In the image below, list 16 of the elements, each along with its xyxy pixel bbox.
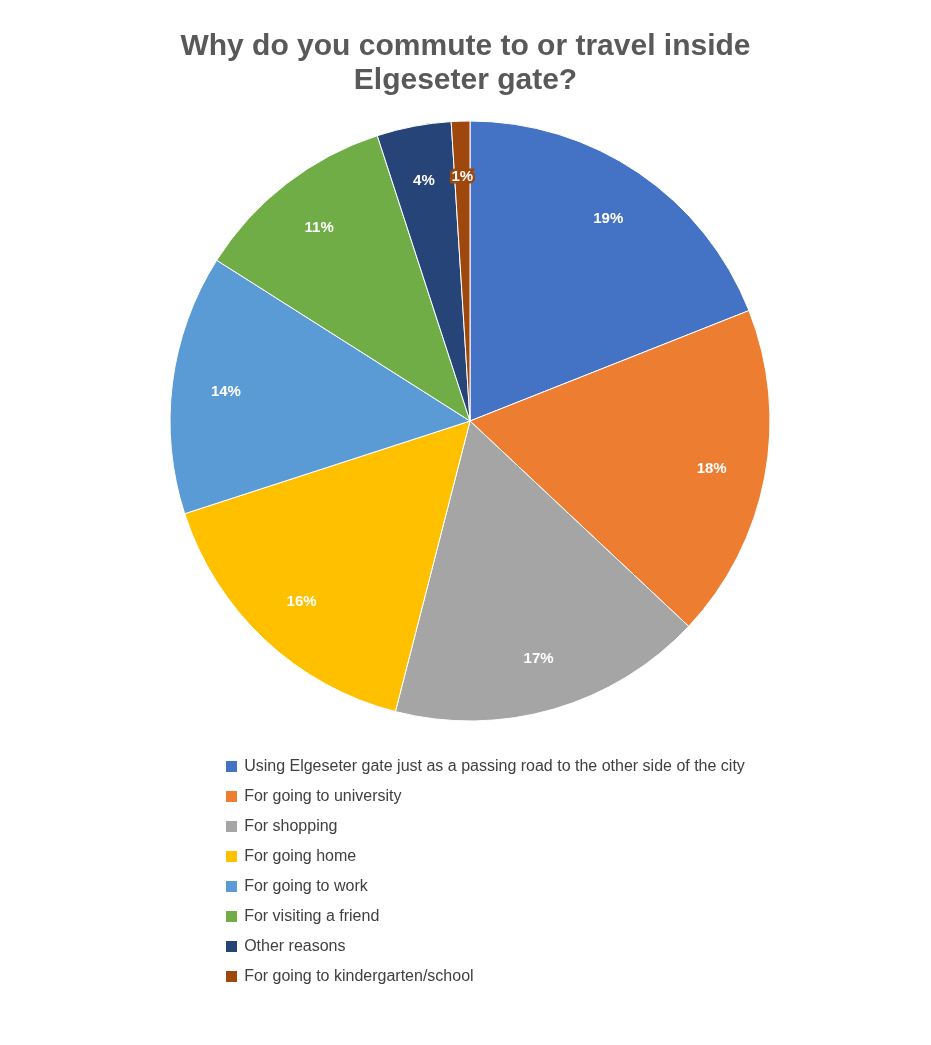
legend-label: For shopping: [244, 817, 338, 835]
data-label: 16%: [286, 591, 317, 609]
data-label: 18%: [696, 458, 727, 476]
data-label: 11%: [304, 218, 334, 236]
data-label: 17%: [523, 648, 554, 666]
legend-label: For visiting a friend: [244, 907, 380, 925]
chart-title: Why do you commute to or travel inside Elgeseter gate?: [179, 27, 752, 97]
legend-label: For going to university: [244, 787, 402, 805]
legend-label: Using Elgeseter gate just as a passing road to the other side of the city: [244, 757, 745, 775]
legend-label: For going to kindergarten/school: [244, 967, 474, 985]
legend-label: For going home: [244, 847, 357, 865]
legend-label: For going to work: [244, 877, 368, 895]
data-label: 19%: [593, 209, 624, 227]
legend-label: Other reasons: [244, 937, 346, 955]
data-label: 4%: [413, 170, 435, 188]
data-label: 14%: [210, 381, 241, 399]
